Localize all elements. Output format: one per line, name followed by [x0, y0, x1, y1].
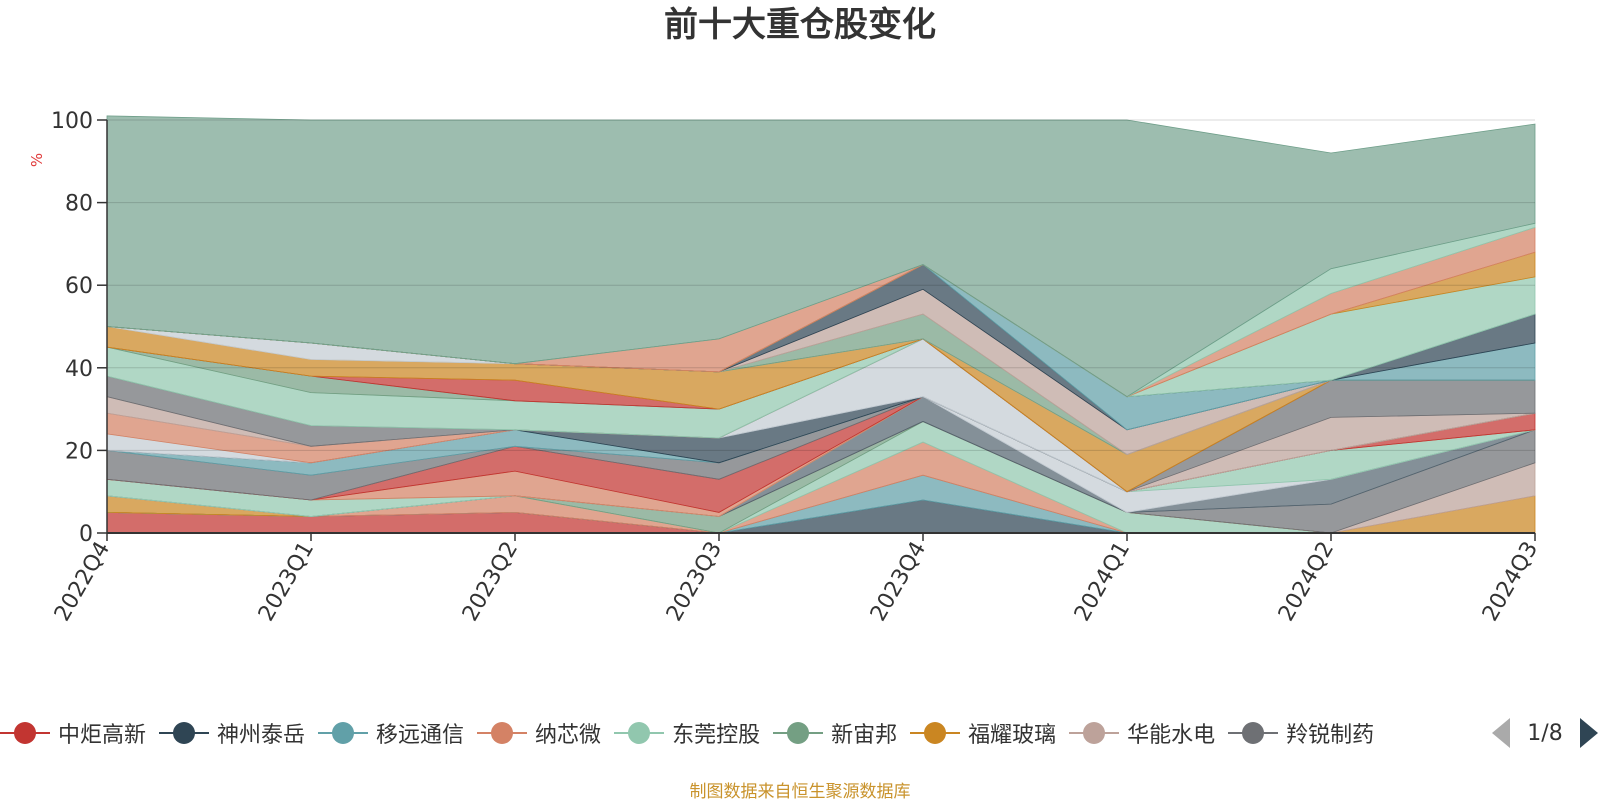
- legend-pager: 1/8: [1490, 715, 1600, 751]
- legend-item[interactable]: 移远通信: [318, 715, 464, 751]
- legend-marker-dot: [491, 722, 514, 744]
- legend-item[interactable]: 中炬高新: [0, 715, 146, 751]
- x-tick-label: 2022Q4: [50, 538, 115, 626]
- legend-label: 福耀玻璃: [968, 723, 1057, 748]
- legend-marker-dot: [332, 722, 355, 744]
- legend-marker-icon: [159, 718, 210, 748]
- legend-marker-icon: [477, 718, 528, 748]
- y-tick-label: 60: [65, 274, 93, 299]
- y-tick-label: 20: [65, 439, 93, 464]
- legend-marker-icon: [773, 718, 824, 748]
- legend-marker-icon: [1069, 718, 1120, 748]
- legend-item[interactable]: 神州泰岳: [159, 715, 305, 751]
- legend-label: 神州泰岳: [217, 723, 306, 748]
- plot-area: 0 20 40 60 80 100 2022Q4 2023Q1 2023Q2 2023Q3 2023…: [50, 109, 1543, 626]
- legend-page-indicator: 1/8: [1527, 720, 1563, 746]
- legend-prev-page-icon[interactable]: [1492, 718, 1510, 748]
- legend-marker-dot: [173, 722, 196, 744]
- y-tick-label: 0: [79, 522, 93, 547]
- y-tick-label: 40: [65, 357, 93, 382]
- x-tick-label: 2023Q3: [662, 538, 727, 626]
- legend-label: 纳芯微: [535, 723, 602, 748]
- x-tick-label: 2023Q2: [458, 538, 523, 626]
- legend: 中炬高新 神州泰岳 移远通信 纳芯微 东莞控股 新宙邦 福耀玻璃 华能水电 羚锐制药: [0, 715, 1490, 751]
- legend-marker-dot: [1242, 722, 1265, 744]
- x-tick-label: 2023Q1: [254, 538, 319, 626]
- y-tick-label: 100: [51, 109, 93, 134]
- x-tick-label: 2024Q2: [1274, 538, 1339, 626]
- legend-marker-dot: [787, 722, 810, 744]
- legend-label: 中炬高新: [58, 723, 147, 748]
- legend-next-page-icon[interactable]: [1580, 718, 1598, 748]
- legend-marker-dot: [924, 722, 947, 744]
- legend-item[interactable]: 华能水电: [1069, 715, 1215, 751]
- data-source-note: 制图数据来自恒生聚源数据库: [689, 782, 911, 800]
- chart-title: 前十大重仓股变化: [664, 5, 936, 45]
- legend-item[interactable]: 羚锐制药: [1228, 715, 1374, 751]
- legend-label: 新宙邦: [831, 723, 898, 748]
- x-tick-label: 2024Q1: [1070, 538, 1135, 626]
- legend-marker-icon: [1228, 718, 1279, 748]
- legend-item[interactable]: 福耀玻璃: [910, 715, 1056, 751]
- legend-marker-icon: [614, 718, 665, 748]
- x-tick-label: 2024Q3: [1478, 538, 1543, 626]
- legend-marker-icon: [0, 718, 50, 748]
- legend-marker-icon: [318, 718, 369, 748]
- legend-label: 东莞控股: [672, 723, 761, 748]
- legend-marker-dot: [14, 722, 36, 744]
- legend-item[interactable]: 纳芯微: [477, 715, 601, 751]
- area-series-35: [106, 115, 1536, 398]
- legend-label: 移远通信: [376, 723, 465, 748]
- legend-marker-icon: [910, 718, 961, 748]
- legend-item[interactable]: 新宙邦: [773, 715, 897, 751]
- legend-marker-dot: [1083, 722, 1106, 744]
- legend-item[interactable]: 东莞控股: [614, 715, 760, 751]
- y-tick-label: 80: [65, 192, 93, 217]
- x-tick-label: 2023Q4: [866, 538, 931, 626]
- legend-label: 羚锐制药: [1286, 723, 1375, 748]
- legend-label: 华能水电: [1127, 723, 1216, 748]
- legend-marker-dot: [628, 722, 651, 744]
